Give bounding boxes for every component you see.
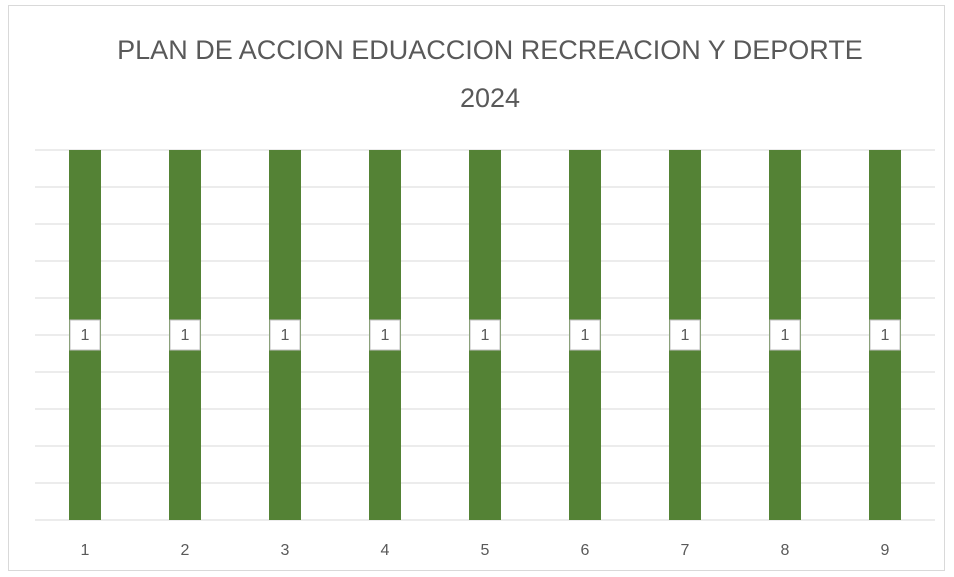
data-label-box xyxy=(369,319,401,351)
data-label-box xyxy=(869,319,901,351)
data-label: 1 xyxy=(781,327,790,344)
data-label: 1 xyxy=(581,327,590,344)
data-label: 1 xyxy=(81,327,90,344)
data-label-box xyxy=(169,319,201,351)
chart-title: PLAN DE ACCION EDUACCION RECREACION Y DE… xyxy=(117,35,863,113)
data-label: 1 xyxy=(181,327,190,344)
data-label-box xyxy=(569,319,601,351)
data-label-box xyxy=(769,319,801,351)
x-tick-label: 6 xyxy=(581,542,590,559)
data-label: 1 xyxy=(881,327,890,344)
x-tick-label: 8 xyxy=(781,542,790,559)
x-tick-label: 3 xyxy=(281,542,290,559)
x-tick-label: 1 xyxy=(81,542,90,559)
data-label-box xyxy=(469,319,501,351)
x-tick-label: 4 xyxy=(381,542,390,559)
data-label-box xyxy=(669,319,701,351)
data-label: 1 xyxy=(681,327,690,344)
data-label-box xyxy=(269,319,301,351)
data-label: 1 xyxy=(381,327,390,344)
x-tick-label: 7 xyxy=(681,542,690,559)
x-tick-label: 5 xyxy=(481,542,490,559)
x-tick-label: 2 xyxy=(181,542,190,559)
x-tick-label: 9 xyxy=(881,542,890,559)
data-label-box xyxy=(69,319,101,351)
chart-frame xyxy=(8,5,945,571)
data-label: 1 xyxy=(281,327,290,344)
data-label: 1 xyxy=(481,327,490,344)
